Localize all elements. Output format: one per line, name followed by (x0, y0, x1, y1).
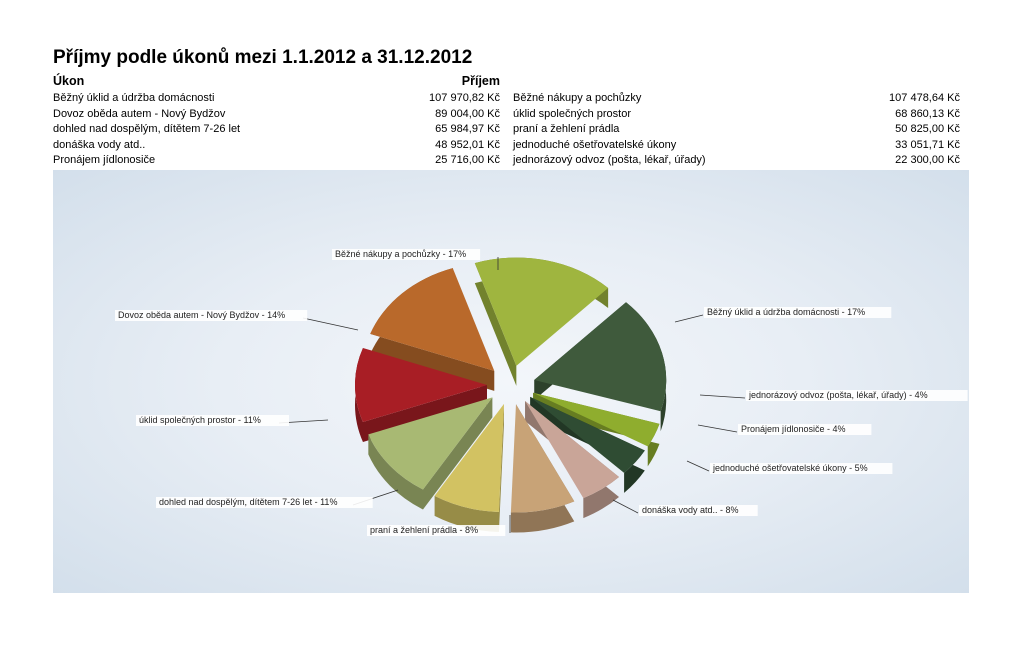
pie-label-box (639, 505, 758, 516)
pie-label-box (746, 390, 968, 401)
pie-slice-side (530, 396, 645, 493)
table-cell-task: jednoduché ošetřovatelské úkony (513, 139, 677, 151)
pie-slice-side (533, 392, 660, 467)
pie-slice-label: jednorázový odvoz (pošta, lékař, úřady) … (748, 390, 928, 400)
column-header-task: Úkon (53, 74, 85, 88)
chart-panel: Běžné nákupy a pochůzky - 17% Běžný úklid… (53, 170, 969, 593)
pie-leader-line (674, 314, 704, 323)
pie-slice-side (354, 347, 487, 442)
pie-label-box (738, 424, 872, 435)
pie-slice (530, 396, 645, 473)
pie-label-box (136, 415, 289, 426)
pie-slice (434, 403, 504, 512)
pie-slice (510, 404, 575, 513)
table-cell-task: Běžný úklid a údržba domácnosti (53, 92, 215, 104)
pie-slice-label: jednoduché ošetřovatelské úkony - 5% (712, 463, 868, 473)
table-cell-amount: 48 952,01 Kč (435, 139, 500, 151)
pie-label-box (115, 310, 308, 321)
pie-leader-line (699, 394, 746, 399)
table-cell-amount: 65 984,97 Kč (435, 123, 500, 135)
pie-label-box (704, 307, 892, 318)
table-cell-amount: 22 300,00 Kč (895, 154, 960, 166)
pie-slice (370, 268, 495, 371)
column-header-income: Příjem (461, 74, 500, 88)
pie-leader-line (686, 460, 710, 472)
table-cell-amount: 107 970,82 Kč (429, 92, 500, 104)
pie-slice-label: Dovoz oběda autem - Nový Bydžov - 14% (118, 310, 285, 320)
pie-slice-side (368, 397, 493, 510)
pie-label-box (367, 525, 506, 536)
table-cell-amount: 107 478,64 Kč (889, 92, 960, 104)
pie-labels: Běžné nákupy a pochůzky - 17% Běžný úklid… (115, 249, 968, 536)
pie-slice-side (474, 257, 609, 386)
table-cell-task: úklid společných prostor (513, 108, 632, 120)
table-cell-amount: 33 051,71 Kč (895, 139, 960, 151)
table-cell-task: Pronájem jídlonosiče (53, 154, 156, 166)
pie-slice-label: Běžné nákupy a pochůzky - 17% (335, 249, 466, 259)
pie-slice (354, 347, 487, 422)
table-cell-amount: 25 716,00 Kč (435, 154, 500, 166)
table-cell-amount: 50 825,00 Kč (895, 123, 960, 135)
pie-slice-label: praní a žehlení prádla - 8% (370, 525, 478, 535)
pie-slice-label: dohled nad dospělým, dítětem 7-26 let - … (159, 497, 337, 507)
table-cell-amount: 89 004,00 Kč (435, 108, 500, 120)
table-cell-task: dohled nad dospělým, dítětem 7-26 let (53, 123, 241, 135)
table-cell-task: praní a žehlení prádla (513, 123, 620, 135)
pie-label-box (156, 497, 373, 508)
pie-leader-line (302, 317, 359, 331)
table-cell-task: jednorázový odvoz (pošta, lékař, úřady) (513, 154, 706, 166)
pie-slice-label: donáška vody atd.. - 8% (642, 505, 739, 515)
pie-leader-line (697, 424, 738, 433)
pie-slice (474, 257, 609, 366)
pie-leader-line (612, 499, 639, 514)
pie-label-box (332, 249, 481, 260)
pie-slice-label: úklid společných prostor - 11% (139, 415, 261, 425)
pie-slice (534, 302, 667, 412)
pie-chart: Běžné nákupy a pochůzky - 17% Běžný úklid… (115, 249, 968, 536)
pie-slice (368, 397, 493, 490)
pie-slice (525, 400, 620, 499)
pie-label-box (710, 463, 893, 474)
page-title: Příjmy podle úkonů mezi 1.1.2012 a 31.12… (53, 47, 473, 68)
table-cell-amount: 68 860,13 Kč (895, 108, 960, 120)
pie-slice (533, 392, 660, 447)
pie-slice-side (434, 403, 504, 532)
pie-slice-label: Běžný úklid a údržba domácnosti - 17% (707, 307, 865, 317)
pie-tops (354, 257, 667, 513)
table-cell-task: donáška vody atd.. (53, 139, 146, 151)
table-cell-task: Běžné nákupy a pochůzky (513, 92, 642, 104)
pie-slice-label: Pronájem jídlonosiče - 4% (741, 424, 846, 434)
table-cell-task: Dovoz oběda autem - Nový Bydžov (53, 108, 226, 120)
